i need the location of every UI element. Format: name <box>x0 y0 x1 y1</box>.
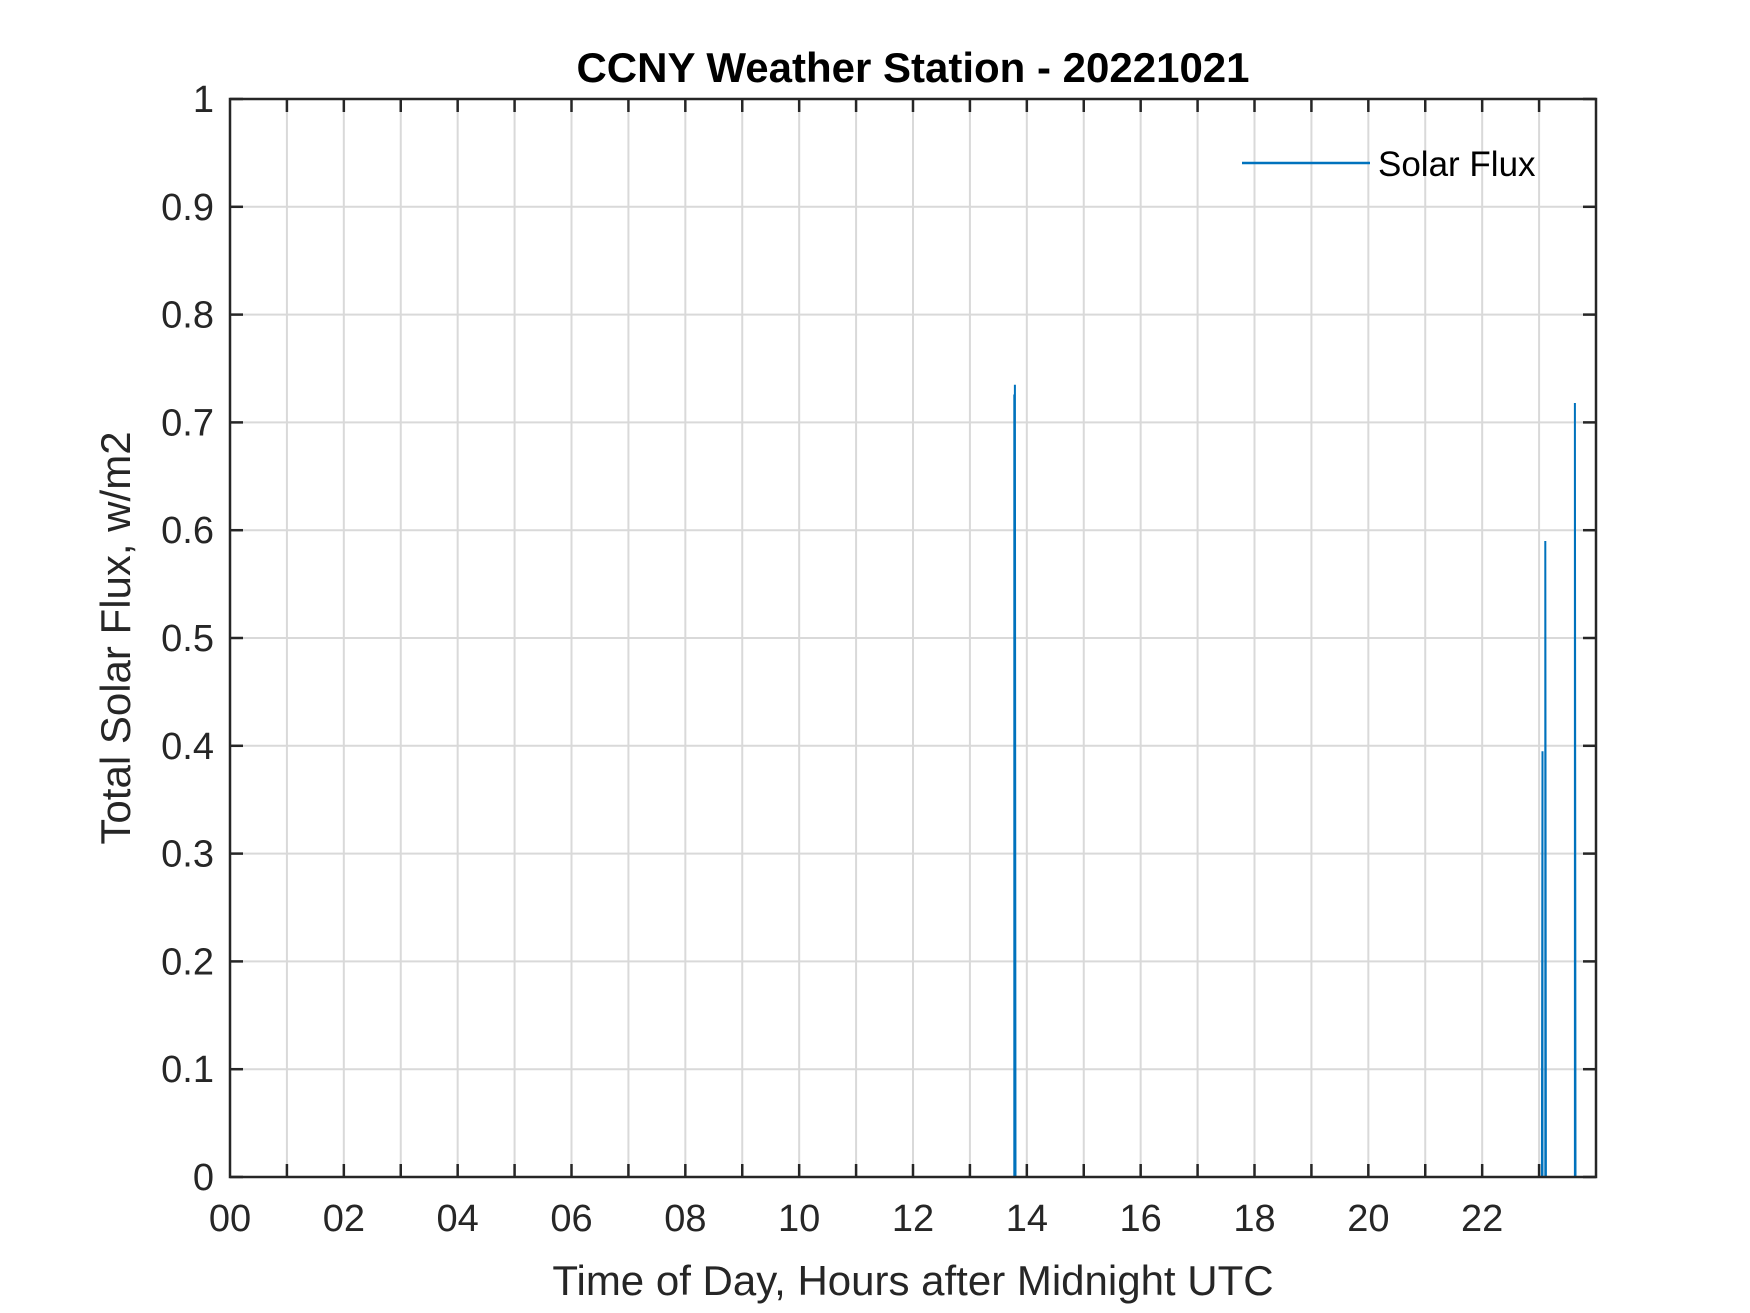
x-tick-label: 06 <box>550 1198 592 1240</box>
y-tick-label: 0.7 <box>161 402 214 444</box>
y-tick-label: 0.2 <box>161 941 214 983</box>
y-tick-label: 0.1 <box>161 1049 214 1091</box>
x-tick-label: 10 <box>778 1198 820 1240</box>
ticks <box>230 97 1596 1179</box>
y-tick-label: 1 <box>193 79 214 121</box>
y-tick-label: 0.6 <box>161 510 214 552</box>
y-tick-label: 0 <box>193 1157 214 1199</box>
x-tick-label: 12 <box>892 1198 934 1240</box>
legend-label-solar-flux: Solar Flux <box>1378 145 1536 184</box>
y-tick-label: 0.5 <box>161 618 214 660</box>
x-tick-label: 08 <box>664 1198 706 1240</box>
x-tick-label: 20 <box>1347 1198 1389 1240</box>
x-tick-label: 02 <box>323 1198 365 1240</box>
y-tick-label: 0.4 <box>161 726 214 768</box>
x-axis-label: Time of Day, Hours after Midnight UTC <box>552 1257 1273 1304</box>
x-tick-label: 22 <box>1461 1198 1503 1240</box>
x-tick-label: 14 <box>1006 1198 1048 1240</box>
legend: Solar Flux <box>1242 145 1536 184</box>
y-axis-label: Total Solar Flux, w/m2 <box>92 431 139 844</box>
x-tick-labels: 00 02 04 06 08 10 12 14 16 18 20 22 <box>209 1198 1503 1240</box>
x-tick-label: 18 <box>1233 1198 1275 1240</box>
chart-title: CCNY Weather Station - 20221021 <box>576 44 1249 91</box>
y-tick-labels: 0 0.1 0.2 0.3 0.4 0.5 0.6 0.7 0.8 0.9 1 <box>161 79 214 1199</box>
x-tick-label: 00 <box>209 1198 251 1240</box>
y-tick-label: 0.3 <box>161 834 214 876</box>
grid <box>230 99 1596 1177</box>
y-tick-label: 0.8 <box>161 295 214 337</box>
y-tick-label: 0.9 <box>161 187 214 229</box>
x-tick-label: 16 <box>1120 1198 1162 1240</box>
x-tick-label: 04 <box>437 1198 479 1240</box>
